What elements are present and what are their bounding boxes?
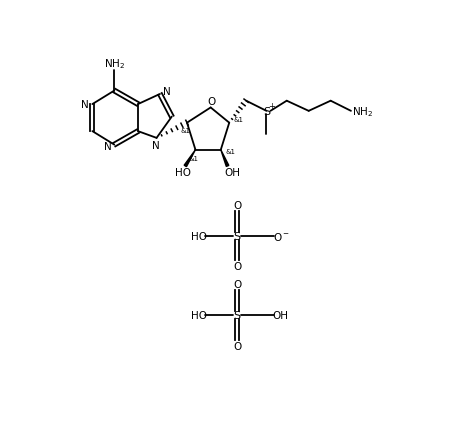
Text: OH: OH: [224, 167, 239, 177]
Text: O: O: [232, 262, 241, 272]
Text: O: O: [232, 279, 241, 290]
Text: &1: &1: [188, 156, 198, 162]
Text: N: N: [104, 142, 112, 152]
Text: O: O: [232, 200, 241, 210]
Text: NH$_2$: NH$_2$: [351, 105, 372, 118]
Text: O: O: [232, 341, 241, 351]
Text: S: S: [262, 106, 269, 117]
Text: O: O: [207, 96, 215, 106]
Polygon shape: [184, 150, 195, 167]
Text: HO: HO: [174, 167, 190, 177]
Text: +: +: [268, 102, 275, 111]
Text: HO: HO: [190, 311, 207, 321]
Text: HO: HO: [190, 231, 207, 241]
Text: S: S: [233, 231, 240, 241]
Text: O$^-$: O$^-$: [273, 230, 289, 242]
Text: &1: &1: [180, 128, 190, 134]
Text: N: N: [162, 86, 170, 96]
Text: N: N: [81, 100, 89, 110]
Text: N: N: [152, 141, 159, 151]
Text: OH: OH: [272, 311, 288, 321]
Text: &1: &1: [233, 117, 243, 123]
Polygon shape: [220, 150, 228, 167]
Text: S: S: [233, 311, 240, 321]
Text: NH$_2$: NH$_2$: [104, 57, 125, 71]
Text: &1: &1: [226, 149, 236, 155]
